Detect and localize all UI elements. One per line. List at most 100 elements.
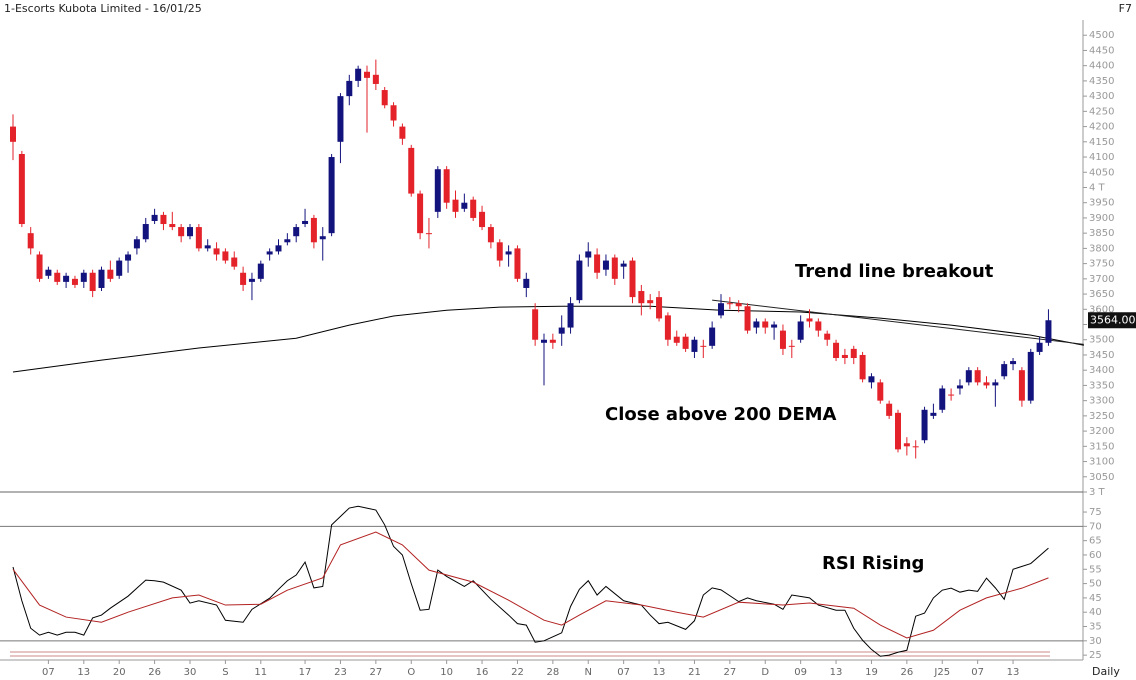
x-tick-label: 28	[546, 667, 559, 678]
candle-body	[116, 260, 123, 276]
annotation: Trend line breakout	[795, 261, 994, 282]
x-tick-label: N	[585, 667, 592, 678]
candle-body	[408, 147, 415, 194]
candle-body	[974, 370, 981, 383]
candle-body	[443, 169, 450, 203]
candle-body	[160, 214, 167, 225]
y-tick-label: 3300	[1089, 396, 1114, 407]
rsi-line	[12, 505, 1049, 657]
x-tick-label: 07	[42, 667, 55, 678]
candle-body	[656, 297, 663, 319]
candle-body	[585, 251, 592, 258]
candle-body	[1045, 320, 1052, 343]
candle-body	[983, 382, 990, 386]
candle-body	[576, 260, 583, 301]
candle-body	[939, 388, 946, 410]
x-tick-label: 23	[334, 667, 347, 678]
y-tick-label: 3950	[1089, 198, 1114, 209]
x-tick-label: 13	[653, 667, 666, 678]
y-tick-label: 3350	[1089, 380, 1114, 391]
y-tick-label: 65	[1089, 536, 1102, 547]
y-tick-label: 4400	[1089, 61, 1114, 72]
x-tick-label: D	[761, 667, 769, 678]
candle-body	[850, 348, 857, 359]
candle-body	[107, 269, 114, 279]
candle-body	[417, 193, 424, 234]
candle-body	[487, 227, 494, 243]
candle-body	[169, 224, 176, 228]
candle-body	[647, 300, 654, 304]
candle-body	[63, 275, 70, 282]
candle-body	[921, 409, 928, 441]
x-tick-label: 27	[723, 667, 736, 678]
candle-body	[496, 242, 503, 261]
candle-body	[594, 254, 601, 273]
y-tick-label: 3700	[1089, 274, 1114, 285]
timeframe: Daily	[1092, 665, 1120, 678]
candle-body	[762, 321, 769, 328]
y-tick-label: 30	[1089, 636, 1102, 647]
candle-body	[390, 105, 397, 121]
y-tick-label: 45	[1089, 593, 1102, 604]
candle-body	[142, 224, 149, 240]
x-tick-label: O	[407, 667, 415, 678]
y-tick-label: 3750	[1089, 259, 1114, 270]
candle-body	[638, 291, 645, 304]
overlay-line	[712, 299, 1084, 345]
candle-body	[532, 309, 539, 340]
candle-body	[1001, 364, 1008, 377]
candle-body	[833, 342, 840, 359]
candle-body	[505, 251, 512, 255]
candle-body	[133, 239, 140, 249]
x-tick-label: 13	[1007, 667, 1020, 678]
annotation: RSI Rising	[822, 553, 924, 574]
y-tick-label: 4 T	[1089, 182, 1106, 193]
y-tick-label: 3 T	[1089, 487, 1106, 498]
y-tick-label: 3200	[1089, 426, 1114, 437]
y-tick-label: 4250	[1089, 106, 1114, 117]
candle-body	[178, 227, 185, 237]
x-tick-label: 11	[254, 667, 267, 678]
candle-body	[346, 80, 353, 97]
y-tick-label: 3650	[1089, 289, 1114, 300]
x-tick-label: S	[222, 667, 228, 678]
candle-body	[1036, 342, 1043, 352]
y-tick-label: 3400	[1089, 365, 1114, 376]
candle-body	[310, 217, 317, 243]
candle-body	[187, 227, 193, 237]
y-tick-label: 50	[1089, 579, 1102, 590]
candle-body	[753, 321, 760, 328]
y-tick-label: 75	[1089, 507, 1102, 518]
y-tick-label: 3450	[1089, 350, 1114, 361]
candle-body	[10, 126, 16, 142]
candle-body	[266, 251, 273, 255]
y-tick-label: 4500	[1089, 30, 1114, 41]
candle-body	[620, 263, 627, 267]
candle-body	[36, 254, 43, 279]
candle-body	[452, 199, 459, 212]
candle-body	[98, 269, 105, 288]
y-tick-label: 4300	[1089, 91, 1114, 102]
candle-body	[903, 443, 910, 447]
candle-body	[319, 236, 326, 240]
candle-body	[18, 153, 25, 225]
candle-body	[664, 315, 671, 340]
candle-body	[744, 306, 751, 331]
y-tick-label: 3100	[1089, 457, 1114, 468]
candle-body	[611, 257, 618, 279]
y-tick-label: 3800	[1089, 243, 1114, 254]
candle-body	[355, 68, 362, 81]
candle-body	[859, 354, 866, 380]
candle-body	[293, 227, 300, 237]
candle-body	[372, 74, 379, 84]
candle-body	[815, 321, 822, 331]
y-tick-label: 4350	[1089, 76, 1114, 87]
x-tick-label: 13	[830, 667, 843, 678]
y-tick-label: 70	[1089, 521, 1102, 532]
candle-body	[399, 126, 406, 139]
candle-body	[257, 263, 264, 279]
candle-body	[1010, 361, 1017, 365]
candle-body	[877, 382, 884, 401]
